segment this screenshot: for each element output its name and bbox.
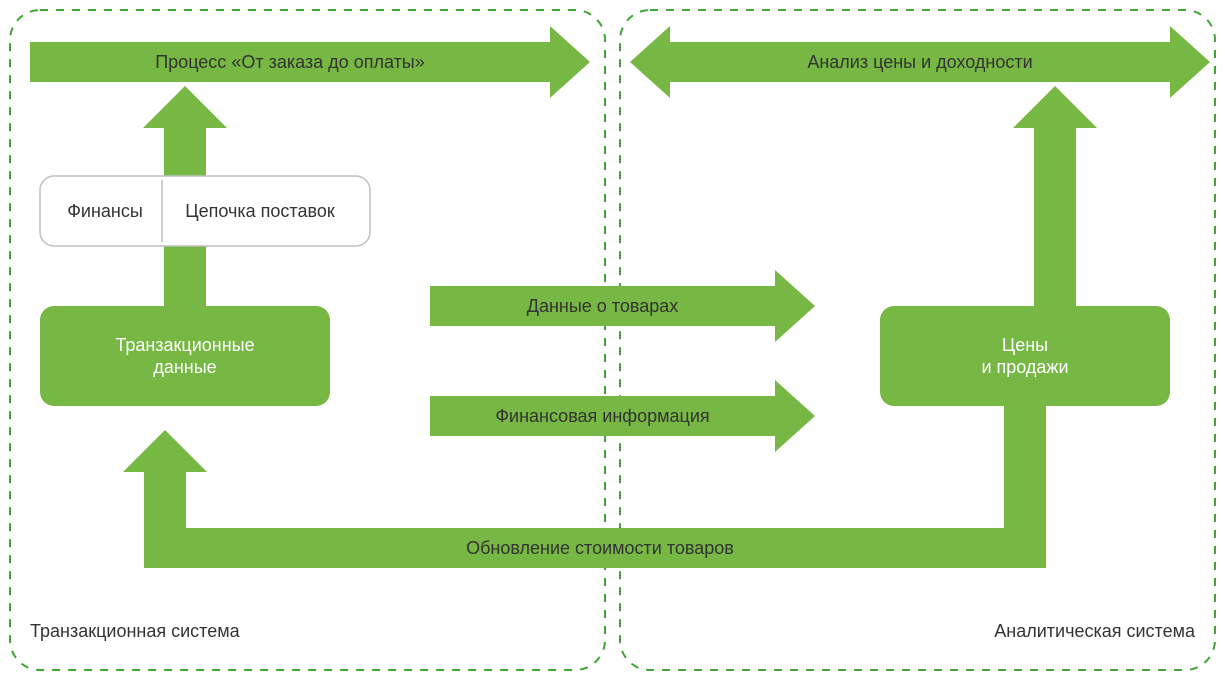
up-arrow-right_upper: [1013, 86, 1097, 306]
prices-box-line-0: Цены: [1002, 335, 1048, 355]
process-arrow-label: Процесс «От заказа до оплаты»: [155, 52, 425, 72]
white-box-cell-0: Финансы: [67, 201, 143, 221]
white-box-cell-1: Цепочка поставок: [185, 201, 335, 221]
diagram-svg: Транзакционная система Аналитическая сист…: [0, 0, 1225, 681]
analysis-arrow-label: Анализ цены и доходности: [807, 52, 1032, 72]
left-panel-label: Транзакционная система: [30, 621, 241, 641]
trans-box-line-0: Транзакционные: [115, 335, 254, 355]
prices-box-line-1: и продажи: [981, 357, 1068, 377]
finance-arrow-label: Финансовая информация: [495, 406, 709, 426]
goods-arrow-label: Данные о товарах: [527, 296, 679, 316]
cost-update-label: Обновление стоимости товаров: [466, 538, 734, 558]
right-panel-label: Аналитическая система: [994, 621, 1196, 641]
trans-box-line-1: данные: [153, 357, 216, 377]
elbow-joint: [144, 528, 186, 568]
diagram-canvas: Транзакционная система Аналитическая сист…: [0, 0, 1225, 681]
